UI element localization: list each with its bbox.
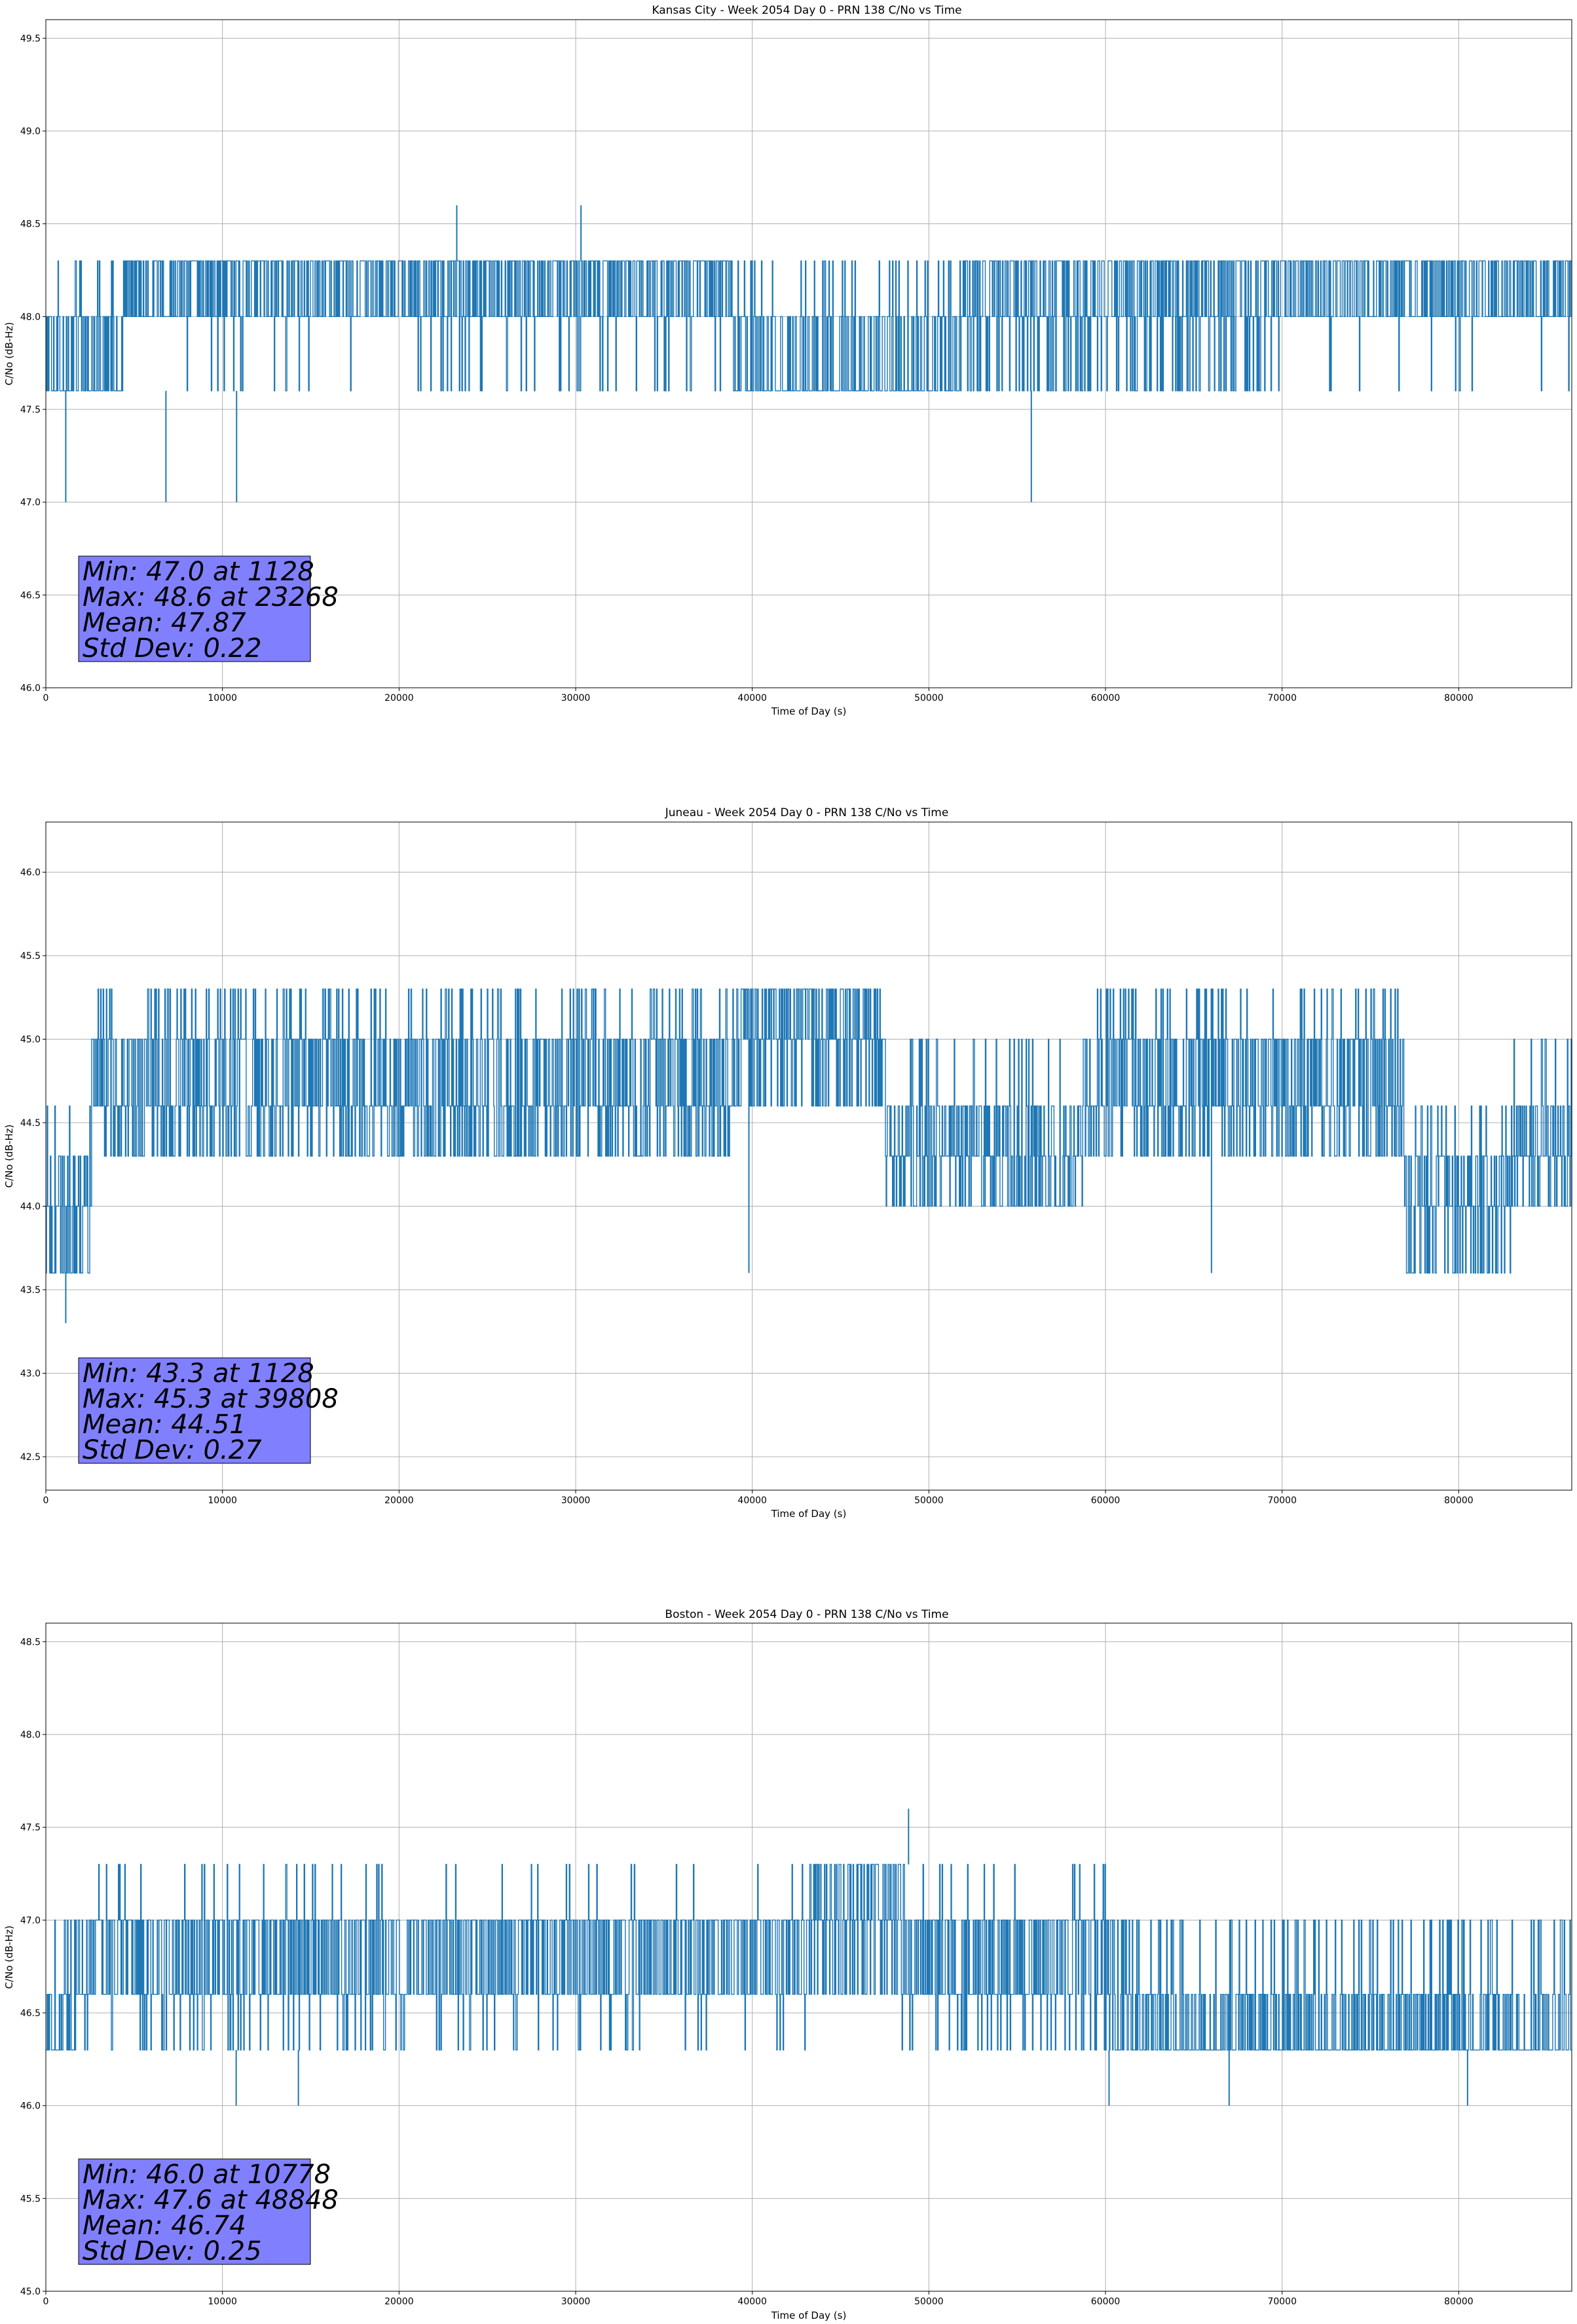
stats-box (78, 1357, 311, 1464)
x-tick-label: 50000 (914, 2296, 944, 2307)
x-tick-label: 80000 (1444, 693, 1474, 703)
chart-title: Juneau - Week 2054 Day 0 - PRN 138 C/No … (665, 806, 949, 819)
y-tick-label: 48.5 (20, 219, 41, 230)
cno-series (46, 988, 1572, 1323)
y-axis-label: C/No (dB-Hz) (3, 1926, 15, 1989)
x-axis-label: Time of Day (s) (771, 705, 847, 717)
x-axis-ticks: 0 10000 20000 30000 40000 50000 60000 70000 8000… (43, 2291, 1474, 2307)
stats-mean: Mean: 47.87 (83, 608, 246, 638)
stats-min: Min: 47.0 at 1128 (83, 557, 314, 587)
y-tick-label: 47.0 (20, 498, 41, 508)
y-axis-label: C/No (dB-Hz) (3, 322, 15, 386)
stats-mean: Mean: 46.74 (83, 2211, 246, 2241)
x-tick-label: 0 (43, 2296, 49, 2307)
y-tick-label: 49.0 (20, 126, 41, 137)
cno-line (46, 260, 1572, 392)
x-tick-label: 10000 (208, 2296, 237, 2307)
x-tick-label: 40000 (737, 693, 767, 703)
x-tick-label: 70000 (1267, 693, 1297, 703)
x-axis-ticks: 0 10000 20000 30000 40000 50000 60000 70000 8000… (43, 1490, 1474, 1506)
y-axis-label: C/No (dB-Hz) (3, 1125, 15, 1188)
chart-title: Boston - Week 2054 Day 0 - PRN 138 C/No … (665, 1608, 948, 1621)
x-tick-label: 20000 (384, 693, 414, 703)
y-axis-ticks: 42.5 43.0 43.5 44.0 44.5 45.0 45.5 46.0 (20, 868, 46, 1463)
y-tick-label: 43.5 (20, 1285, 41, 1296)
x-tick-label: 20000 (384, 2296, 414, 2307)
y-tick-label: 46.0 (20, 2101, 41, 2112)
x-tick-label: 60000 (1091, 1495, 1121, 1506)
x-tick-label: 20000 (384, 1495, 414, 1506)
x-tick-label: 60000 (1091, 2296, 1121, 2307)
y-tick-label: 46.0 (20, 683, 41, 694)
stats-box (78, 2158, 311, 2265)
stats-mean: Mean: 44.51 (83, 1410, 246, 1440)
x-tick-label: 80000 (1444, 1495, 1474, 1506)
y-tick-label: 48.0 (20, 312, 41, 322)
y-tick-label: 45.5 (20, 951, 41, 962)
y-tick-label: 45.0 (20, 1035, 41, 1045)
y-tick-label: 48.5 (20, 1637, 41, 1647)
y-tick-label: 45.5 (20, 2194, 41, 2204)
y-tick-label: 46.5 (20, 590, 41, 601)
x-tick-label: 80000 (1444, 2296, 1474, 2307)
x-tick-label: 50000 (914, 1495, 944, 1506)
x-tick-label: 10000 (208, 693, 237, 703)
stats-min: Min: 43.3 at 1128 (83, 1359, 314, 1389)
y-tick-label: 49.5 (20, 33, 41, 44)
chart-title: Kansas City - Week 2054 Day 0 - PRN 138 … (652, 4, 961, 17)
chart-panel-juneau: Juneau - Week 2054 Day 0 - PRN 138 C/No … (3, 806, 1572, 1520)
y-tick-label: 43.0 (20, 1369, 41, 1379)
x-tick-label: 40000 (737, 1495, 767, 1506)
x-tick-label: 0 (43, 1495, 49, 1506)
x-tick-label: 30000 (561, 1495, 591, 1506)
x-tick-label: 10000 (208, 1495, 237, 1506)
chart-panel-kansas-city: Kansas City - Week 2054 Day 0 - PRN 138 … (3, 4, 1572, 717)
x-axis-label: Time of Day (s) (771, 2310, 847, 2321)
x-tick-label: 0 (43, 693, 49, 703)
y-tick-label: 44.0 (20, 1202, 41, 1212)
y-tick-label: 48.0 (20, 1730, 41, 1740)
stats-max: Max: 48.6 at 23268 (83, 582, 339, 612)
stats-max: Max: 45.3 at 39808 (83, 1384, 339, 1414)
stats-std-dev: Std Dev: 0.22 (83, 633, 262, 664)
plot-frame (45, 19, 1572, 688)
x-axis-label: Time of Day (s) (771, 1508, 847, 1520)
stats-min: Min: 46.0 at 10778 (83, 2160, 331, 2190)
y-tick-label: 47.5 (20, 1823, 41, 1833)
y-axis-ticks: 46.0 46.5 47.0 47.5 48.0 48.5 49.0 49.5 (20, 33, 46, 694)
cno-series (46, 205, 1572, 502)
stats-std-dev: Std Dev: 0.27 (83, 1435, 262, 1465)
x-tick-label: 70000 (1267, 2296, 1297, 2307)
y-tick-label: 46.0 (20, 868, 41, 878)
y-tick-label: 46.5 (20, 2008, 41, 2019)
cno-line (46, 988, 1572, 1274)
x-tick-label: 50000 (914, 693, 944, 703)
plot-frame (45, 1622, 1572, 2292)
chart-panel-boston: Boston - Week 2054 Day 0 - PRN 138 C/No … (3, 1608, 1572, 2321)
x-tick-label: 60000 (1091, 693, 1121, 703)
y-tick-label: 42.5 (20, 1452, 41, 1463)
x-tick-label: 30000 (561, 2296, 591, 2307)
y-tick-label: 47.5 (20, 405, 41, 415)
stats-std-dev: Std Dev: 0.25 (83, 2236, 262, 2266)
plot-frame (45, 821, 1572, 1491)
x-tick-label: 30000 (561, 693, 591, 703)
stats-box (78, 555, 311, 662)
x-tick-label: 40000 (737, 2296, 767, 2307)
stats-max: Max: 47.6 at 48848 (83, 2185, 339, 2215)
y-axis-ticks: 45.0 45.5 46.0 46.5 47.0 47.5 48.0 48.5 (20, 1637, 46, 2297)
cno-series (46, 1809, 1572, 2106)
y-tick-label: 47.0 (20, 1915, 41, 1926)
x-axis-ticks: 0 10000 20000 30000 40000 50000 60000 70000 8000… (43, 688, 1474, 703)
y-tick-label: 45.0 (20, 2287, 41, 2297)
y-tick-label: 44.5 (20, 1118, 41, 1129)
cno-line (46, 1864, 1572, 2051)
x-tick-label: 70000 (1267, 1495, 1297, 1506)
